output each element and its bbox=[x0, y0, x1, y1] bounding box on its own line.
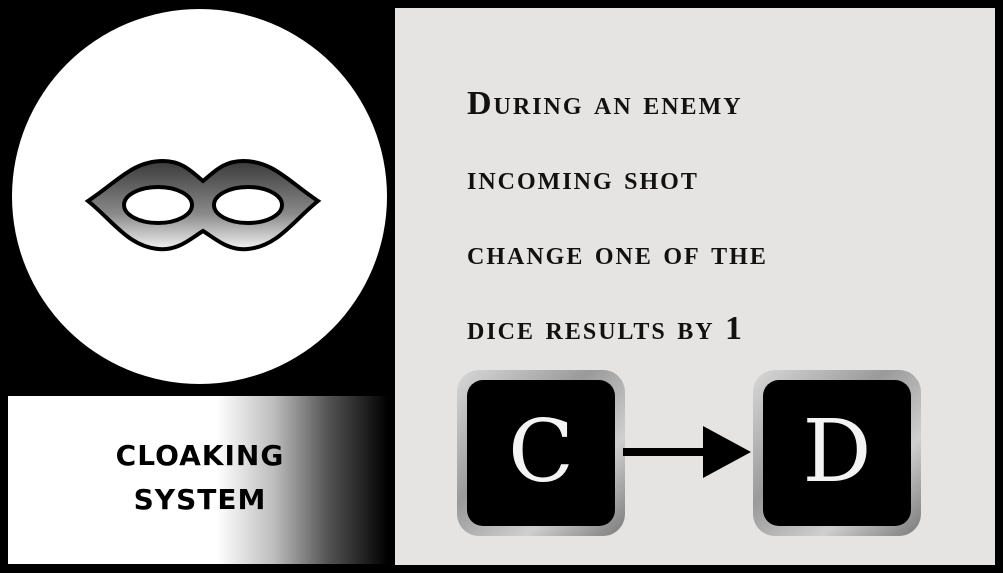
ability-line-3: change one of the bbox=[467, 235, 768, 272]
icon-disc bbox=[12, 9, 387, 384]
ability-panel: During an enemy incoming shot change one… bbox=[395, 8, 995, 565]
die-after-letter: D bbox=[802, 402, 872, 502]
die-face: C bbox=[467, 380, 615, 526]
domino-mask-icon bbox=[84, 158, 322, 252]
ability-text: During an enemy incoming shot change one… bbox=[467, 66, 987, 366]
card-icon-panel bbox=[6, 6, 390, 388]
card-name-panel: CLOAKING SYSTEM bbox=[6, 394, 390, 566]
die-face: D bbox=[763, 380, 911, 526]
die-after: D bbox=[753, 370, 921, 536]
ability-line-2: incoming shot bbox=[467, 160, 699, 197]
arrow-right-icon bbox=[623, 426, 751, 478]
card-name-text: CLOAKING SYSTEM bbox=[115, 439, 285, 516]
die-before-letter: C bbox=[508, 402, 574, 502]
ability-line-4: dice results by 1 bbox=[467, 310, 745, 347]
card-name: CLOAKING SYSTEM bbox=[8, 434, 392, 522]
ability-line-1: During an enemy bbox=[467, 85, 743, 122]
die-before: C bbox=[457, 370, 625, 536]
